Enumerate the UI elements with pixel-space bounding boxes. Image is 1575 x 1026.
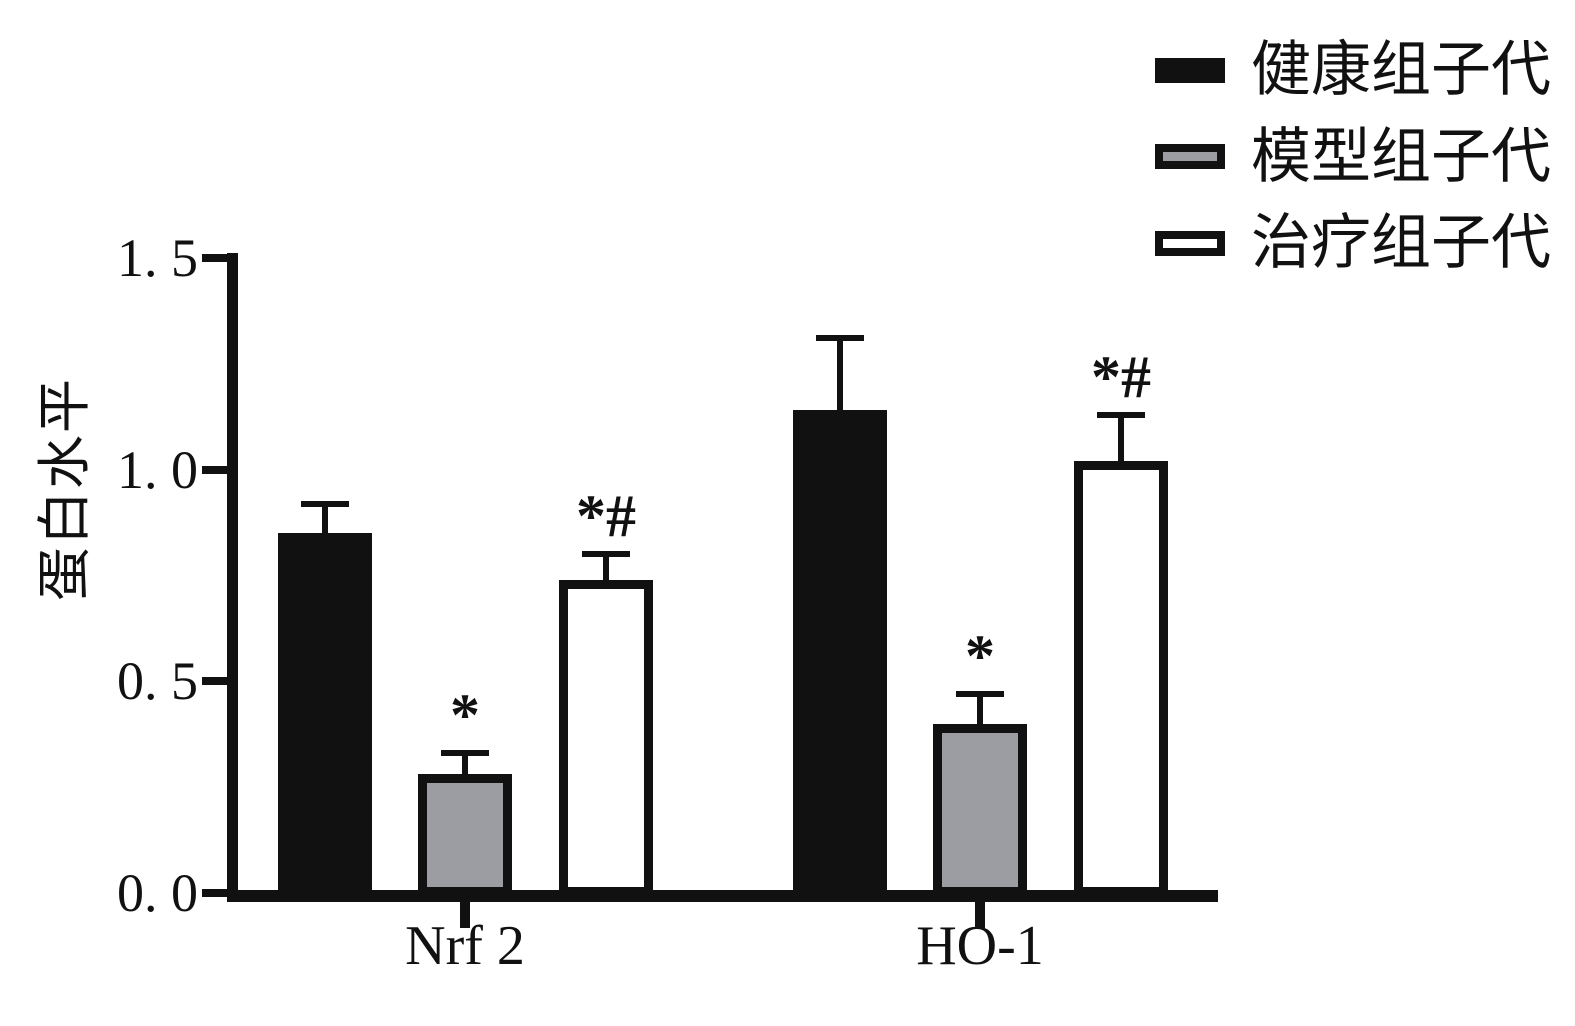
error-bar-stem <box>977 694 983 724</box>
y-axis-tick <box>202 254 227 262</box>
error-bar-stem <box>462 753 468 775</box>
legend-label: 健康组子代 <box>1251 37 1551 103</box>
bar-black-0 <box>278 533 372 896</box>
legend-swatch-gray <box>1155 144 1225 169</box>
error-bar-stem <box>603 554 609 580</box>
bar-gray-0 <box>418 774 512 896</box>
legend-swatch-white <box>1155 230 1225 256</box>
error-bar-cap <box>301 500 349 507</box>
error-bar-stem <box>322 503 328 534</box>
bar-white-0 <box>559 579 653 896</box>
error-bar-cap <box>1097 411 1145 418</box>
bar-white-1 <box>1074 461 1168 896</box>
significance-marker: *# <box>576 483 636 550</box>
legend-swatch-black <box>1155 57 1225 83</box>
x-axis-tick <box>460 902 470 928</box>
y-tick-label: 1. 0 <box>117 439 198 500</box>
y-tick-label: 0. 5 <box>117 651 198 712</box>
bar-gray-1 <box>933 723 1027 896</box>
significance-marker: * <box>965 623 995 690</box>
error-bar-stem <box>837 338 843 411</box>
legend-label: 模型组子代 <box>1251 123 1551 190</box>
x-category-label: Nrf 2 <box>405 915 525 977</box>
x-axis-line <box>227 890 1218 902</box>
legend: 健康组子代模型组子代治疗组子代 <box>1155 27 1575 287</box>
x-axis-tick <box>975 902 985 928</box>
legend-item: 模型组子代 <box>1155 114 1551 200</box>
y-tick-label: 1. 5 <box>117 228 198 288</box>
error-bar-cap <box>816 335 864 342</box>
bar-black-1 <box>793 410 887 896</box>
significance-marker: * <box>450 682 480 749</box>
y-tick-label: 0. 0 <box>117 863 198 923</box>
y-axis-tick <box>202 889 227 897</box>
y-axis-tick <box>202 677 227 686</box>
x-category-label: HO-1 <box>916 915 1044 977</box>
error-bar-cap <box>441 750 489 757</box>
legend-item: 治疗组子代 <box>1155 200 1551 286</box>
y-axis-tick <box>202 465 227 474</box>
error-bar-cap <box>956 691 1004 698</box>
significance-marker: *# <box>1091 343 1151 410</box>
error-bar-cap <box>582 551 630 558</box>
legend-label: 治疗组子代 <box>1251 210 1551 276</box>
legend-item: 健康组子代 <box>1155 27 1551 113</box>
y-axis-line <box>227 253 238 902</box>
error-bar-stem <box>1118 414 1124 462</box>
